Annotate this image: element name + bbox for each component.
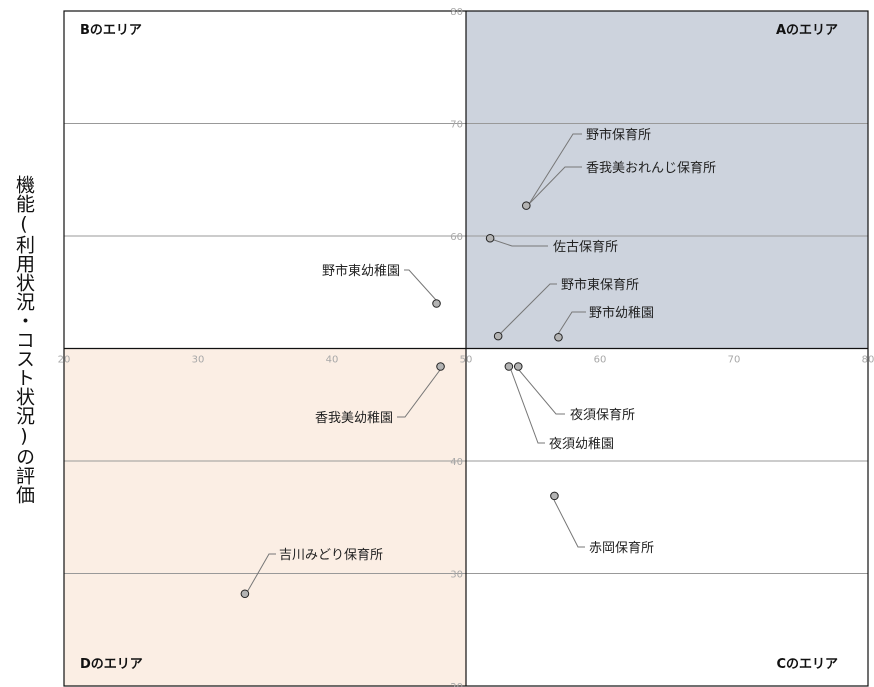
data-point <box>554 332 563 342</box>
data-point <box>522 201 531 210</box>
quadrant-3 <box>64 348 466 686</box>
quadrant-0 <box>466 11 868 349</box>
leader-line <box>528 166 582 205</box>
x-tick-label: 20 <box>58 355 71 366</box>
data-point <box>240 589 250 599</box>
point-label: 吉川みどり保育所 <box>279 547 383 563</box>
point-label: 野市幼稚園 <box>589 305 654 321</box>
point-label: 野市東保育所 <box>561 277 639 293</box>
point-label: 野市東幼稚園 <box>322 263 400 279</box>
y-axis-label: 機能(利用状況・コスト状況)の評価 <box>13 175 35 504</box>
leader-line <box>557 311 586 335</box>
point-label: 野市保育所 <box>586 127 651 143</box>
data-point <box>513 362 523 371</box>
leader-line <box>490 238 548 247</box>
data-point <box>485 233 495 243</box>
leader-line <box>510 369 545 444</box>
data-point <box>432 299 441 308</box>
quadrant-2 <box>466 348 868 686</box>
leader-line <box>397 369 441 418</box>
quadrant-1 <box>64 11 466 349</box>
quadrant-label: Dのエリア <box>80 657 143 672</box>
data-point <box>550 491 559 501</box>
leader-line <box>245 553 276 595</box>
leader-line <box>528 133 582 205</box>
y-tick-label: 30 <box>450 570 463 581</box>
x-tick-label: 30 <box>192 355 205 366</box>
leader-line <box>499 283 557 335</box>
y-tick-label: 70 <box>450 120 463 131</box>
x-tick-label: 40 <box>326 355 339 366</box>
point-label: 佐古保育所 <box>553 239 618 255</box>
y-tick-label: 60 <box>450 232 463 243</box>
quadrant-label: Bのエリア <box>80 23 142 38</box>
x-tick-label: 60 <box>594 355 607 366</box>
data-point <box>504 362 514 371</box>
data-point <box>436 362 445 371</box>
point-label: 赤岡保育所 <box>589 540 654 556</box>
y-tick-label: 80 <box>450 7 463 18</box>
x-tick-label: 80 <box>862 355 874 366</box>
point-label: 夜須幼稚園 <box>549 437 614 452</box>
x-tick-label: 70 <box>728 355 741 366</box>
quadrant-label: Cのエリア <box>776 657 838 672</box>
y-tick-label: 40 <box>450 457 463 468</box>
y-tick-label: 20 <box>450 682 463 687</box>
leader-line <box>518 369 565 415</box>
point-label: 香我美おれんじ保育所 <box>586 160 716 176</box>
leader-line <box>404 269 437 301</box>
point-label: 夜須保育所 <box>570 407 635 423</box>
point-label: 香我美幼稚園 <box>315 411 393 426</box>
quadrant-label: Aのエリア <box>776 23 838 38</box>
data-point <box>493 331 503 341</box>
leader-line <box>553 499 585 548</box>
x-tick-label: 50 <box>460 355 473 366</box>
